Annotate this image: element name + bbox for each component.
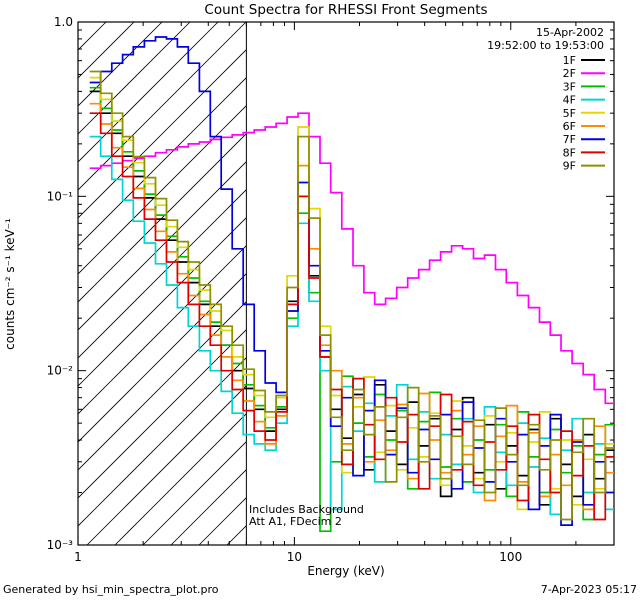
- legend-label-2f: 2F: [563, 67, 576, 80]
- hatch-lines: [78, 22, 247, 545]
- legend-label-9f: 9F: [563, 160, 576, 173]
- x-tick-label: 10: [287, 550, 302, 564]
- spectra-series-lines: [89, 36, 614, 533]
- chart-title: Count Spectra for RHESSI Front Segments: [204, 2, 487, 18]
- spectrum-line-2f: [89, 112, 614, 405]
- x-tick-label: 100: [499, 550, 522, 564]
- footer-timestamp: 7-Apr-2023 05:17: [541, 583, 637, 596]
- x-tick-label: 1: [74, 550, 82, 564]
- time-range-label: 19:52:00 to 19:53:00: [487, 39, 604, 52]
- y-tick-label: 1.0: [54, 15, 73, 29]
- legend-label-7f: 7F: [563, 133, 576, 146]
- annotation-includes-background: Includes Background: [249, 503, 364, 516]
- y-tick-label: 10⁻²: [47, 364, 74, 378]
- legend-label-5f: 5F: [563, 107, 576, 120]
- y-tick-label: 10⁻¹: [47, 189, 74, 203]
- x-axis-label: Energy (keV): [307, 564, 384, 578]
- legend-label-3f: 3F: [563, 80, 576, 93]
- footer-generator-label: Generated by hsi_min_spectra_plot.pro: [3, 583, 219, 596]
- hatched-attenuator-region: [78, 22, 247, 545]
- y-tick-label: 10⁻³: [47, 538, 74, 552]
- y-axis-label: counts cm⁻² s⁻¹ keV⁻¹: [3, 218, 17, 350]
- legend-label-1f: 1F: [563, 54, 576, 67]
- legend-label-4f: 4F: [563, 94, 576, 107]
- axes-frame-and-ticks: 1 10 100 1.0 10⁻¹ 10⁻² 10⁻³: [47, 15, 615, 564]
- legend-label-6f: 6F: [563, 120, 576, 133]
- spectrum-line-9f: [89, 70, 614, 521]
- spectrum-line-8f: [89, 112, 614, 521]
- date-label: 15-Apr-2002: [536, 26, 604, 39]
- annotation-attenuator-state: Att A1, FDecim 2: [249, 515, 342, 528]
- legend-label-8f: 8F: [563, 146, 576, 159]
